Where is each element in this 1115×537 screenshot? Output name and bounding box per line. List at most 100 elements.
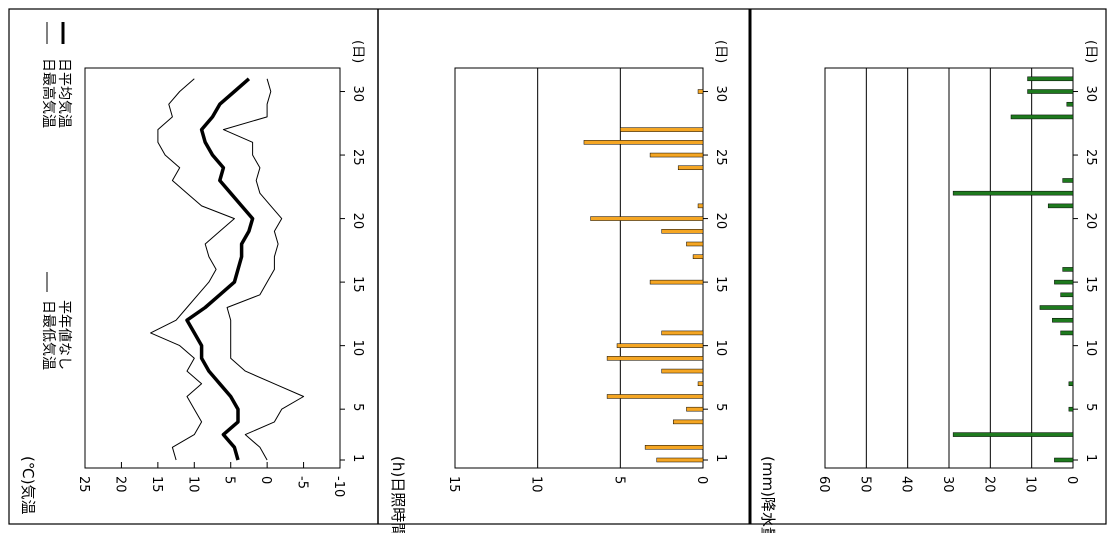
x-tick-label: 20: [1083, 213, 1098, 230]
y-tick-label: 25: [76, 476, 91, 493]
x-tick-label: 1: [350, 454, 365, 462]
x-tick-label: 5: [350, 403, 365, 411]
bar-day-31: [1027, 76, 1074, 82]
x-tick-label: 25: [350, 149, 365, 166]
y-tick-label: 20: [112, 476, 127, 493]
bar-day-8: [661, 368, 704, 374]
x-tick-label: 1: [713, 454, 728, 462]
legend-label-min: 日最低気温: [40, 300, 56, 370]
bar-day-5: [1068, 406, 1074, 412]
bar-day-1: [1054, 457, 1074, 463]
precipitation-bars: [952, 76, 1074, 463]
bar-day-17: [692, 254, 704, 259]
precipitation-x-axis-unit: (日): [1083, 40, 1098, 63]
precipitation-y-tick-labels: 60 50 40 30 20 10 0: [816, 476, 1079, 493]
x-tick-label: 15: [1083, 276, 1098, 293]
y-tick-label: 40: [899, 476, 914, 493]
bar-day-23: [1062, 178, 1074, 183]
bar-day-11: [1060, 330, 1074, 336]
temperature-panel-label: (℃)気温: [19, 456, 37, 515]
bar-day-5: [686, 406, 704, 412]
bar-day-20: [590, 216, 704, 221]
bar-day-7: [697, 381, 704, 387]
x-tick-label: 25: [1083, 149, 1098, 166]
bar-day-7: [1068, 381, 1074, 387]
bar-day-11: [661, 330, 704, 336]
x-tick-label: 25: [713, 149, 728, 166]
sunshine-y-tick-labels: 15 10 5 0: [446, 476, 709, 493]
series-line-min: [222, 78, 305, 461]
temperature-plot-frame: [84, 67, 341, 469]
bar-day-24: [677, 165, 704, 171]
bar-day-6: [606, 394, 704, 399]
bar-day-9: [606, 356, 704, 361]
series-line-mean: [185, 77, 255, 461]
sunshine-x-axis-unit: (日): [713, 40, 728, 63]
bar-day-12: [1052, 317, 1074, 323]
x-tick-label: 20: [713, 213, 728, 230]
bar-day-30: [697, 89, 704, 94]
bar-day-27: [620, 127, 704, 132]
precipitation-panel-label: (mm)降水量: [759, 456, 777, 533]
x-tick-label: 5: [1083, 403, 1098, 411]
x-tick-label: 20: [350, 213, 365, 230]
sunshine-plot-frame: [454, 67, 704, 469]
bar-day-28: [1010, 114, 1074, 120]
bar-day-16: [1062, 267, 1074, 272]
x-tick-label: 30: [713, 86, 728, 103]
sunshine-bars: [583, 89, 704, 463]
y-tick-label: -10: [331, 476, 346, 497]
x-tick-label: 30: [1083, 86, 1098, 103]
bar-day-21: [1047, 203, 1074, 209]
x-tick-label: 10: [1083, 340, 1098, 357]
x-tick-label: 1: [1083, 454, 1098, 462]
legend-label-normal: 平年値なし: [56, 300, 72, 370]
bar-day-21: [697, 203, 704, 209]
x-tick-label: 15: [350, 276, 365, 293]
y-tick-label: -5: [295, 476, 310, 489]
bar-day-18: [686, 241, 704, 247]
figure-frame: [8, 8, 1107, 525]
bar-day-30: [1027, 89, 1074, 94]
temperature-series: [150, 77, 305, 461]
x-tick-label: 15: [713, 276, 728, 293]
legend-label-max: 日最高気温: [40, 58, 57, 128]
sunshine-panel-label: (h)日照時間: [389, 456, 407, 533]
bar-day-3: [952, 432, 1074, 437]
bar-day-10: [616, 343, 704, 348]
y-tick-label: 10: [1023, 476, 1038, 493]
y-tick-label: 60: [816, 476, 831, 493]
y-tick-label: 20: [981, 476, 996, 493]
y-tick-label: 10: [185, 476, 200, 493]
y-tick-label: 10: [529, 476, 544, 493]
bar-day-13: [1039, 305, 1074, 310]
y-tick-label: 15: [149, 476, 164, 493]
bar-day-22: [952, 190, 1074, 196]
sunshine-gridlines: [537, 68, 708, 468]
bar-day-19: [661, 229, 704, 234]
series-line-max: [150, 78, 235, 461]
y-tick-label: 30: [940, 476, 955, 493]
bar-day-1: [656, 457, 704, 463]
y-tick-label: 0: [258, 476, 273, 484]
y-tick-label: 5: [222, 476, 237, 484]
temperature-x-axis-unit: (日): [350, 40, 365, 63]
bar-day-25: [649, 152, 704, 158]
bar-day-2: [644, 445, 704, 450]
x-tick-label: 10: [713, 340, 728, 357]
y-tick-label: 0: [1064, 476, 1079, 484]
bar-day-14: [1060, 292, 1074, 298]
bar-day-15: [1054, 279, 1074, 285]
temperature-ticks: [84, 91, 345, 468]
precipitation-gridlines: [865, 68, 1078, 468]
legend-label-mean: 日平均気温: [56, 58, 72, 128]
y-tick-label: 50: [857, 476, 872, 493]
